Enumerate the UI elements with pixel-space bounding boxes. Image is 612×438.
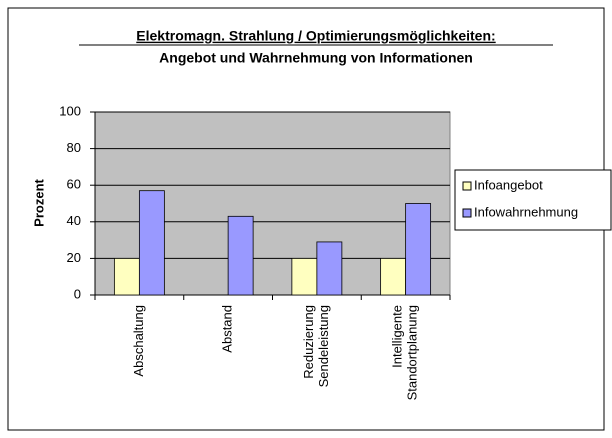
x-tick-label: Intelligente	[390, 305, 405, 368]
y-tick-label: 20	[67, 250, 81, 265]
y-tick-label: 0	[74, 286, 81, 301]
x-tick-label: Standortplanung	[405, 305, 420, 400]
x-tick-label: Abstand	[220, 305, 235, 353]
y-tick-label: 60	[67, 177, 81, 192]
bar	[405, 203, 432, 296]
x-tick-label: Sendeleistung	[316, 305, 331, 387]
x-tick-label: Reduzierung	[301, 305, 316, 379]
bar	[113, 257, 140, 296]
legend-swatch	[462, 181, 472, 191]
y-tick-label: 80	[67, 140, 81, 155]
y-axis-label: Prozent	[31, 178, 46, 226]
y-tick-label: 100	[59, 103, 81, 118]
legend-label: Infoangebot	[474, 177, 543, 192]
legend-swatch	[462, 208, 472, 218]
legend-label: Infowahrnehmung	[474, 204, 578, 219]
x-tick-label: Abschaltung	[131, 305, 146, 377]
bar	[138, 190, 165, 296]
chart-title: Elektromagn. Strahlung / Optimierungsmög…	[136, 28, 495, 44]
chart-subtitle: Angebot und Wahrnehmung von Informatione…	[159, 50, 473, 66]
bar	[316, 241, 343, 296]
bar	[227, 215, 254, 296]
bar	[291, 257, 318, 296]
bar	[380, 257, 407, 296]
legend-box	[454, 169, 612, 231]
y-tick-label: 40	[67, 213, 81, 228]
